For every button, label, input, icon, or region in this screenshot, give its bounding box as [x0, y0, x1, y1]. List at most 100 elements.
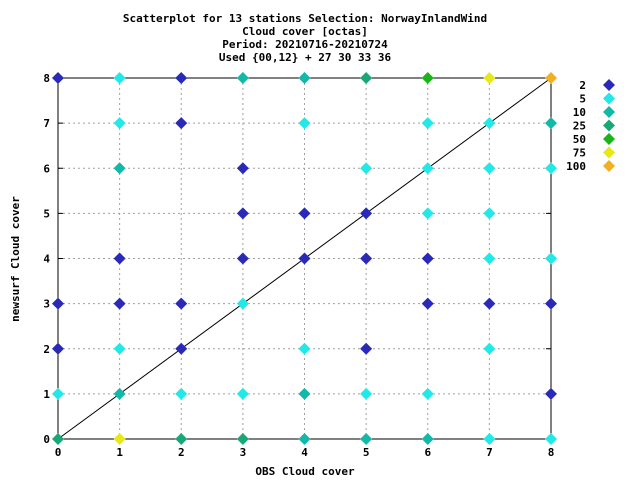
data-point — [421, 117, 434, 130]
data-point — [236, 252, 249, 265]
data-point — [298, 342, 311, 355]
data-point — [236, 433, 249, 445]
x-tick-label: 6 — [424, 446, 431, 459]
data-point — [483, 252, 496, 265]
data-point — [545, 72, 557, 84]
data-point — [113, 252, 126, 265]
data-point — [483, 342, 496, 355]
data-point — [52, 72, 64, 84]
y-tick-label: 5 — [43, 207, 50, 220]
data-point — [236, 72, 249, 84]
y-tick-label: 6 — [43, 162, 50, 175]
x-tick-label: 7 — [486, 446, 493, 459]
legend-label: 5 — [579, 93, 586, 106]
data-point — [52, 433, 64, 445]
data-point — [113, 342, 126, 355]
title-line-2: Cloud cover [octas] — [242, 25, 368, 38]
data-point — [113, 387, 126, 400]
data-point — [52, 387, 64, 400]
data-point — [545, 433, 557, 445]
legend-swatch — [603, 92, 615, 105]
data-point — [236, 387, 249, 400]
legend-swatch — [603, 119, 615, 132]
data-point — [483, 117, 496, 130]
data-point — [113, 162, 126, 175]
data-point — [175, 342, 188, 355]
y-axis-label: newsurf Cloud cover — [9, 196, 22, 322]
y-tick-label: 2 — [43, 343, 50, 356]
data-point — [52, 297, 64, 310]
data-point — [298, 207, 311, 220]
legend-label: 2 — [579, 79, 586, 92]
data-point — [421, 433, 434, 445]
legend-label: 50 — [573, 133, 586, 146]
y-tick-label: 4 — [43, 253, 50, 266]
data-point — [421, 207, 434, 220]
data-point — [360, 252, 373, 265]
data-point — [421, 297, 434, 310]
data-point — [113, 297, 126, 310]
data-point — [113, 72, 126, 84]
data-point — [483, 297, 496, 310]
x-tick-label: 3 — [240, 446, 247, 459]
chart-title: Scatterplot for 13 stations Selection: N… — [123, 12, 487, 64]
data-point — [298, 387, 311, 400]
title-line-3: Period: 20210716-20210724 — [222, 38, 388, 51]
data-point — [360, 387, 373, 400]
data-point — [113, 433, 126, 445]
legend-label: 10 — [573, 106, 586, 119]
legend-label: 100 — [566, 160, 586, 173]
data-point — [360, 207, 373, 220]
legend-swatch — [603, 79, 615, 91]
data-point — [360, 72, 373, 84]
x-tick-label: 8 — [548, 446, 555, 459]
y-tick-label: 0 — [43, 433, 50, 446]
x-axis-label: OBS Cloud cover — [255, 465, 355, 478]
data-point — [483, 72, 496, 84]
data-point — [421, 252, 434, 265]
x-tick-label: 5 — [363, 446, 370, 459]
data-point — [175, 117, 188, 130]
data-point — [483, 162, 496, 175]
data-point — [175, 297, 188, 310]
data-point — [360, 433, 373, 445]
x-tick-label: 0 — [55, 446, 62, 459]
data-point — [113, 117, 126, 130]
data-point — [421, 387, 434, 400]
axis-ticks: 0 1 2 3 4 5 6 7 8 0 1 2 3 4 5 6 7 8 — [43, 72, 554, 459]
data-point — [483, 207, 496, 220]
legend-swatch — [603, 146, 615, 159]
legend-label: 75 — [573, 147, 586, 160]
data-points — [52, 72, 557, 445]
legend-label: 25 — [573, 120, 586, 133]
legend-swatch — [603, 133, 615, 145]
y-tick-label: 7 — [43, 117, 50, 130]
data-point — [360, 162, 373, 175]
data-point — [483, 433, 496, 445]
title-line-4: Used {00,12} + 27 30 33 36 — [219, 51, 392, 64]
data-point — [236, 207, 249, 220]
data-point — [175, 433, 188, 445]
data-point — [52, 342, 64, 355]
data-point — [175, 387, 188, 400]
data-point — [175, 72, 188, 84]
data-point — [236, 297, 249, 310]
x-tick-label: 1 — [116, 446, 123, 459]
x-tick-label: 4 — [301, 446, 308, 459]
data-point — [545, 252, 557, 265]
y-tick-label: 3 — [43, 298, 50, 311]
data-point — [545, 162, 557, 175]
y-tick-label: 1 — [43, 388, 50, 401]
legend-swatch — [603, 160, 615, 172]
data-point — [545, 387, 557, 400]
data-point — [236, 162, 249, 175]
data-point — [421, 72, 434, 84]
data-point — [298, 117, 311, 130]
data-point — [298, 433, 311, 445]
data-point — [545, 297, 557, 310]
data-point — [421, 162, 434, 175]
y-tick-label: 8 — [43, 72, 50, 85]
data-point — [545, 117, 557, 130]
